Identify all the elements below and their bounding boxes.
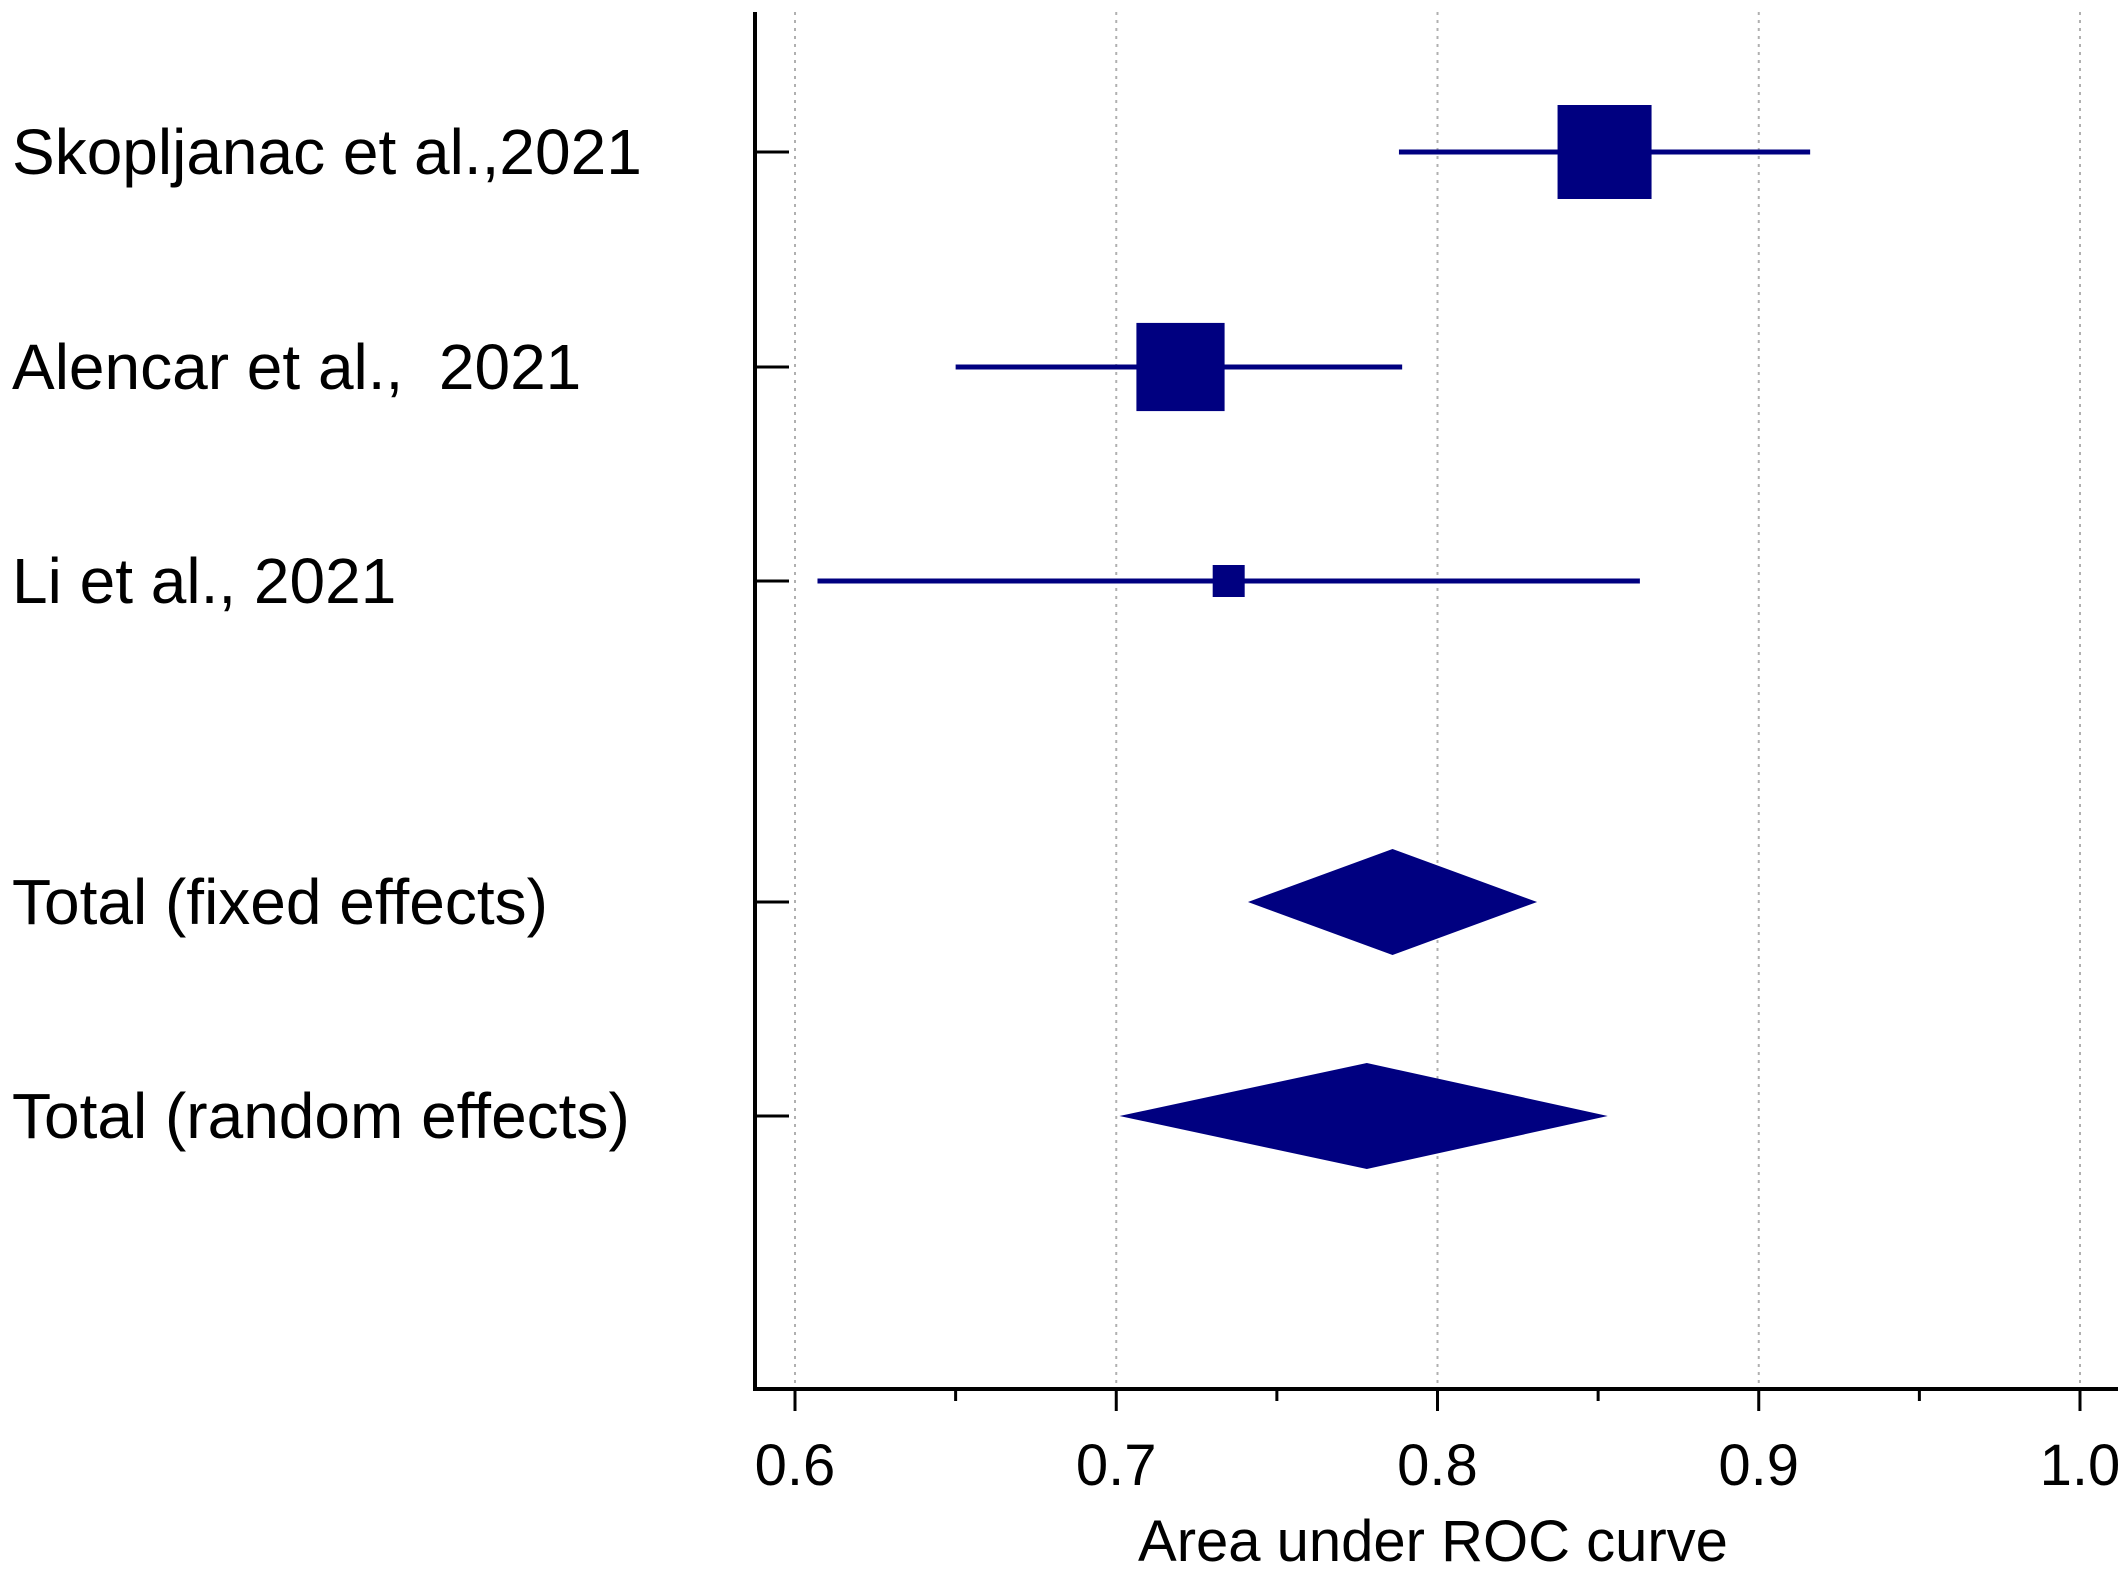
x-tick-label-3: 0.9 [1718, 1433, 1799, 1498]
pooled-diamond-0 [1247, 849, 1538, 955]
pooled-diamond-1 [1119, 1063, 1608, 1169]
x-tick-label-0: 0.6 [755, 1433, 836, 1498]
study-marker-1 [1136, 322, 1225, 412]
study-marker-0 [1557, 105, 1652, 199]
study-label-2: Li et al., 2021 [12, 545, 396, 617]
gridlines [794, 12, 2081, 1389]
axes: 0.6 0.7 0.8 0.9 1.0 [753, 12, 2120, 1498]
x-tick-label-2: 0.8 [1397, 1433, 1478, 1498]
pooled-label-0: Total (fixed effects) [12, 866, 548, 938]
study-labels: Skopljanac et al.,2021 Alencar et al., 20… [12, 116, 642, 1152]
study-marker-2 [1212, 565, 1245, 597]
pooled-label-1: Total (random effects) [12, 1080, 630, 1152]
x-axis-title: Area under ROC curve [1138, 1509, 1728, 1574]
x-tick-label-1: 0.7 [1076, 1433, 1157, 1498]
study-label-0: Skopljanac et al.,2021 [12, 116, 642, 188]
study-label-1: Alencar et al., 2021 [12, 331, 581, 403]
x-tick-label-4: 1.0 [2040, 1433, 2121, 1498]
data-marks [817, 105, 1811, 1169]
